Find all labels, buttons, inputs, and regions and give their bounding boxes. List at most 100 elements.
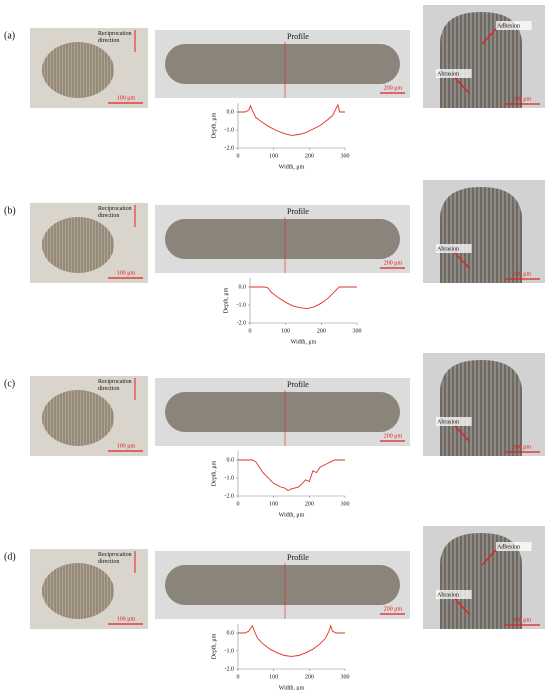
- panel-label: (d): [4, 551, 16, 562]
- x-tick-label: 0: [237, 501, 240, 507]
- panel: (b) Reciprocation direction 100 μm Profile 20…: [4, 180, 545, 355]
- x-tick-label: 200: [317, 328, 326, 334]
- profile-line: [238, 103, 345, 136]
- arrow: [454, 425, 471, 443]
- pin-tip: [440, 360, 522, 456]
- x-tick-label: 0: [237, 674, 240, 680]
- scale-label: 200 μm: [384, 85, 403, 91]
- scale-label: 200 μm: [384, 433, 403, 439]
- scale-label: 100 μm: [513, 271, 532, 277]
- y-axis-label: Depth, μm: [211, 112, 217, 138]
- x-tick-label: 200: [305, 153, 314, 159]
- y-axis-label: Depth, μm: [211, 633, 217, 659]
- label-bg: [436, 590, 472, 599]
- profile-label: Profile: [287, 553, 309, 562]
- arrow: [454, 252, 471, 270]
- x-axis-label: Width, μm: [279, 685, 305, 690]
- wear-scar: [42, 42, 114, 98]
- label-bg: [496, 21, 532, 30]
- pin-tip: [440, 187, 522, 283]
- annotation: Abrasion: [437, 71, 459, 77]
- scale-label: 100 μm: [117, 95, 136, 101]
- y-tick-label: -1.0: [225, 648, 235, 654]
- x-tick-label: 300: [341, 153, 350, 159]
- annotation-line: direction: [98, 213, 119, 219]
- x-tick-label: 300: [341, 674, 350, 680]
- wear-scar: [42, 217, 114, 273]
- profile-line: [250, 286, 357, 310]
- label-bg: [436, 417, 472, 426]
- profile-label: Profile: [287, 32, 309, 41]
- annotation: Reciprocation direction: [98, 379, 132, 392]
- x-tick-label: 200: [305, 674, 314, 680]
- y-tick-label: -1.0: [225, 475, 235, 481]
- scale-label: 100 μm: [513, 96, 532, 102]
- annotation: Abrasion: [437, 592, 459, 598]
- annotation: Abrasion: [437, 419, 459, 425]
- arrow: [454, 598, 471, 616]
- profile-label: Profile: [287, 380, 309, 389]
- annotation: Adhesion: [497, 544, 520, 550]
- panel-label: (a): [4, 30, 15, 41]
- scale-label: 200 μm: [384, 606, 403, 612]
- annotation-line: direction: [98, 386, 119, 392]
- wear-track: [165, 219, 400, 259]
- annotation-line: direction: [98, 559, 119, 565]
- x-tick-label: 0: [237, 153, 240, 159]
- panel-label: (b): [4, 205, 16, 216]
- label-bg: [496, 542, 532, 551]
- profile-line: [238, 459, 345, 492]
- arrow: [481, 28, 497, 45]
- scale-label: 100 μm: [117, 443, 136, 449]
- x-tick-label: 300: [353, 328, 362, 334]
- y-tick-label: 0.0: [227, 109, 235, 115]
- y-tick-label: 0.0: [239, 284, 247, 290]
- y-tick-label: -2.0: [225, 666, 235, 672]
- chart-bg: [200, 619, 360, 690]
- panel: (d) Reciprocation direction 100 μm Profile 20…: [4, 526, 545, 690]
- annotation: Reciprocation direction: [98, 206, 132, 219]
- arrow: [481, 549, 497, 566]
- scale-label: 100 μm: [513, 444, 532, 450]
- y-axis-label: Depth, μm: [211, 460, 217, 486]
- y-tick-label: 0.0: [227, 457, 235, 463]
- x-tick-label: 100: [269, 153, 278, 159]
- y-tick-label: -1.0: [225, 127, 235, 133]
- annotation-line: Reciprocation: [98, 206, 132, 212]
- panel-label: (c): [4, 378, 15, 389]
- annotation-line: Reciprocation: [98, 379, 132, 385]
- x-tick-label: 100: [269, 674, 278, 680]
- panel: (a) Reciprocation direction 100 μm Profile 20…: [4, 5, 545, 180]
- x-tick-label: 0: [249, 328, 252, 334]
- y-tick-label: 0.0: [227, 630, 235, 636]
- wear-scar: [42, 563, 114, 619]
- y-tick-label: -2.0: [225, 493, 235, 499]
- x-tick-label: 100: [281, 328, 290, 334]
- label-bg: [436, 69, 472, 78]
- profile-label: Profile: [287, 207, 309, 216]
- scale-label: 100 μm: [513, 617, 532, 623]
- wear-track: [165, 392, 400, 432]
- annotation-line: Reciprocation: [98, 31, 132, 37]
- annotation: Reciprocation direction: [98, 31, 132, 44]
- x-axis-label: Width, μm: [279, 512, 305, 518]
- panel: (c) Reciprocation direction 100 μm Profile 20…: [4, 353, 545, 528]
- y-tick-label: -2.0: [225, 145, 235, 151]
- x-axis-label: Width, μm: [279, 164, 305, 170]
- y-tick-label: -1.0: [237, 302, 247, 308]
- x-axis-label: Width, μm: [291, 339, 317, 345]
- wear-track: [165, 44, 400, 84]
- wear-track: [165, 565, 400, 605]
- annotation: Adhesion: [497, 23, 520, 29]
- annotation-line: direction: [98, 38, 119, 44]
- annotation: Abrasion: [437, 246, 459, 252]
- x-tick-label: 100: [269, 501, 278, 507]
- x-tick-label: 200: [305, 501, 314, 507]
- annotation: Reciprocation direction: [98, 552, 132, 565]
- y-tick-label: -2.0: [237, 320, 247, 326]
- scale-label: 200 μm: [384, 260, 403, 266]
- scale-label: 100 μm: [117, 270, 136, 276]
- label-bg: [436, 244, 472, 253]
- annotation-line: Reciprocation: [98, 552, 132, 558]
